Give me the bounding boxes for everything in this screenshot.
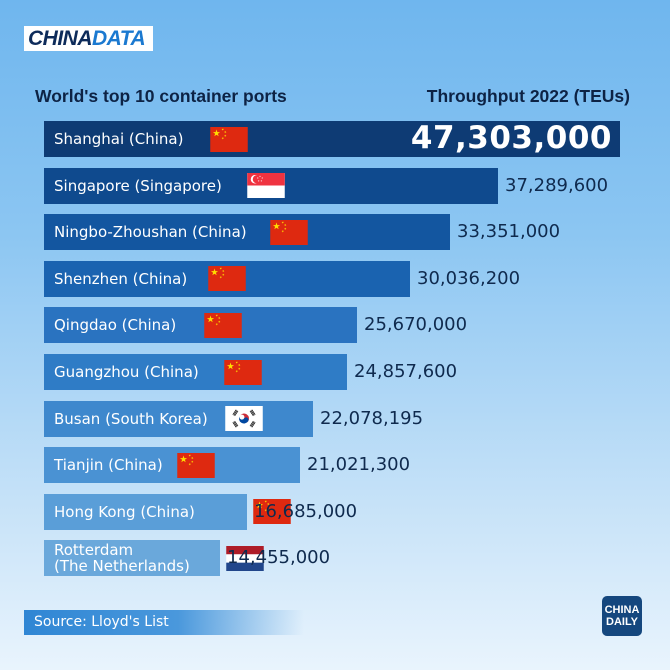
bar-5: Qingdao (China)	[44, 307, 357, 344]
bar-label: Rotterdam (The Netherlands)	[54, 541, 190, 576]
bar-8: Tianjin (China)	[44, 447, 300, 484]
value-label: 25,670,000	[364, 314, 468, 336]
china-flag-icon	[208, 266, 246, 292]
value-label: 14,455,000	[227, 547, 331, 569]
bar-7: Busan (South Korea)	[44, 400, 313, 437]
china-flag-icon	[210, 126, 248, 152]
value-label: 37,289,600	[505, 174, 609, 196]
bar-label: Tianjin (China)	[54, 456, 163, 475]
bar-10: Rotterdam (The Netherlands)	[44, 540, 220, 577]
china-flag-icon	[270, 219, 308, 245]
bar-label: Shanghai (China)	[54, 130, 184, 148]
value-label: 47,303,000	[410, 120, 612, 156]
bar-label: Hong Kong (China)	[54, 502, 195, 521]
bar-3: Ningbo-Zhoushan (China)	[44, 214, 450, 251]
value-axis-title: Throughput 2022 (TEUs)	[426, 86, 630, 106]
bar-label: Singapore (Singapore)	[54, 176, 222, 195]
bar-6: Guangzhou (China)	[44, 354, 347, 390]
logo-part1: CHINA	[28, 26, 93, 50]
chart-title: World's top 10 container ports	[35, 86, 287, 106]
value-label: 30,036,200	[417, 267, 521, 289]
china-flag-icon	[224, 359, 262, 385]
south-korea-flag-icon	[225, 406, 263, 432]
bar-1: Shanghai (China)	[44, 121, 620, 157]
china-flag-icon	[204, 312, 242, 338]
china-flag-icon	[253, 499, 291, 525]
value-label: 24,857,600	[354, 361, 458, 382]
china-data-logo: CHINA DATA	[24, 26, 154, 51]
value-label: 21,021,300	[307, 454, 411, 476]
value-label: 22,078,195	[320, 407, 424, 429]
logo-part2: DATA	[92, 26, 146, 50]
singapore-flag-icon	[247, 173, 285, 199]
source-note: Source: Lloyd's List	[24, 610, 304, 635]
china-flag-icon	[177, 452, 215, 478]
bar-label: Busan (South Korea)	[54, 409, 208, 428]
china-daily-badge: CHINA DAILY	[602, 596, 642, 636]
value-label: 33,351,000	[457, 221, 561, 243]
badge-line2: DAILY	[606, 616, 638, 628]
netherlands-flag-icon	[226, 545, 264, 571]
value-label: 16,685,000	[254, 500, 358, 522]
bar-label: Ningbo-Zhoushan (China)	[54, 223, 247, 242]
bar-9: Hong Kong (China)	[44, 493, 247, 530]
bar-label: Qingdao (China)	[54, 316, 177, 335]
bar-label: Shenzhen (China)	[54, 269, 188, 288]
badge-line1: CHINA	[604, 604, 640, 616]
bar-label: Guangzhou (China)	[54, 363, 199, 381]
